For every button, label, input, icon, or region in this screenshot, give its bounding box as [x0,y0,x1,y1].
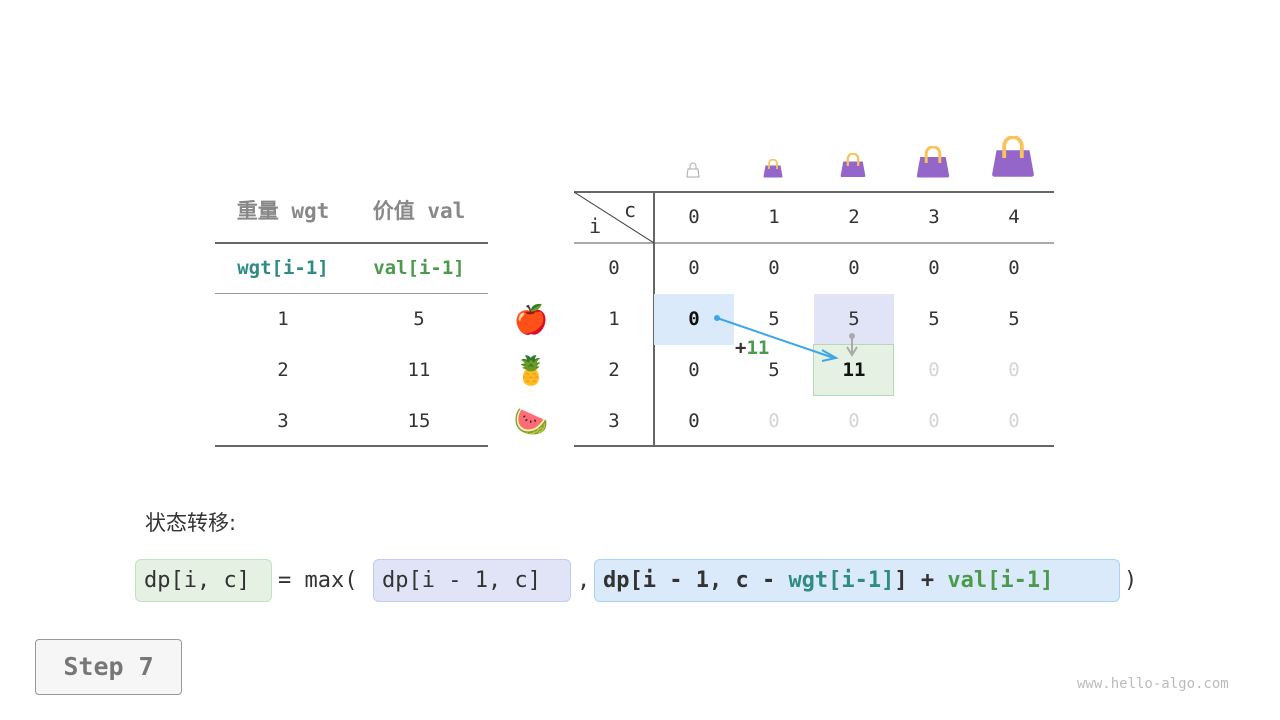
item-weight: 2 [277,359,289,381]
formula-val: val[i-1] [947,568,1054,593]
bag-icon [916,145,950,178]
subheader-wgt: wgt[i-1] [237,257,329,279]
row-label: 0 [608,257,620,279]
dp-cell: 5 [1008,308,1020,330]
header-value: 价值 val [372,199,466,223]
dp-cell: 0 [928,257,940,279]
corner-diagonal [574,192,654,243]
item-value: 11 [407,359,431,381]
divider [215,293,488,294]
dp-cell: 0 [928,359,940,381]
dp-cell: 5 [768,359,780,381]
dp-cell: 0 [1008,257,1020,279]
row-label: 2 [608,359,620,381]
formula-option-take: dp[i - 1, c - wgt[i-1]] + val[i-1] [594,559,1120,602]
dp-cell: 0 [768,257,780,279]
empty-bag-icon [686,162,700,178]
dp-cell: 0 [768,410,780,432]
formula-eq: = max( [278,568,358,593]
apple-icon: 🍎 [513,303,549,336]
formula-comma: , [577,568,591,593]
col-axis-label: c [624,198,637,222]
formula-lhs: dp[i, c] [135,559,272,602]
row-axis-label: i [589,214,602,238]
divider [574,445,1054,447]
divider [215,242,488,244]
dp-cell: 0 [848,257,860,279]
dp-cell: 0 [688,410,700,432]
plus-sign: + [735,337,747,359]
col-label: 0 [688,206,700,228]
formula-text: dp[i - 1, c - [603,568,789,593]
dp-cell: 5 [768,308,780,330]
col-label: 1 [768,206,780,228]
watermelon-icon: 🍉 [513,405,549,438]
increment-value: 11 [746,337,770,359]
bag-icon [992,136,1034,177]
item-value: 15 [407,410,431,432]
bag-icon [840,153,866,178]
dp-cell: 0 [928,410,940,432]
dp-cell: 5 [848,308,860,330]
dp-cell: 0 [688,308,700,330]
divider [574,242,1054,244]
subheader-val: val[i-1] [373,257,465,279]
dp-cell: 0 [1008,359,1020,381]
formula-wgt: wgt[i-1] [788,568,895,593]
step-button[interactable]: Step 7 [35,639,182,695]
row-label: 3 [608,410,620,432]
formula-close: ) [1124,568,1138,593]
dp-cell: 11 [842,359,866,381]
formula-option-skip: dp[i - 1, c] [373,559,571,602]
transition-arrows [714,315,858,362]
col-label: 2 [848,206,860,228]
increment-label: +11 [735,336,769,360]
dp-cell: 0 [688,359,700,381]
blue-arrow [716,317,835,359]
row-label: 1 [608,308,620,330]
item-weight: 1 [277,308,289,330]
header-weight: 重量 wgt [236,199,330,223]
dp-cell: 0 [848,410,860,432]
col-label: 4 [1008,206,1020,228]
divider [574,191,1054,193]
pineapple-icon: 🍍 [513,354,549,387]
item-weight: 3 [277,410,289,432]
formula-text: ] + [894,568,948,593]
bag-icon [763,159,783,178]
dp-cell: 0 [1008,410,1020,432]
watermark: www.hello-algo.com [1077,676,1229,692]
dp-cell: 0 [688,257,700,279]
dp-cell: 5 [928,308,940,330]
col-label: 3 [928,206,940,228]
item-value: 5 [413,308,425,330]
divider [215,445,488,447]
transition-label: 状态转移: [145,511,237,535]
